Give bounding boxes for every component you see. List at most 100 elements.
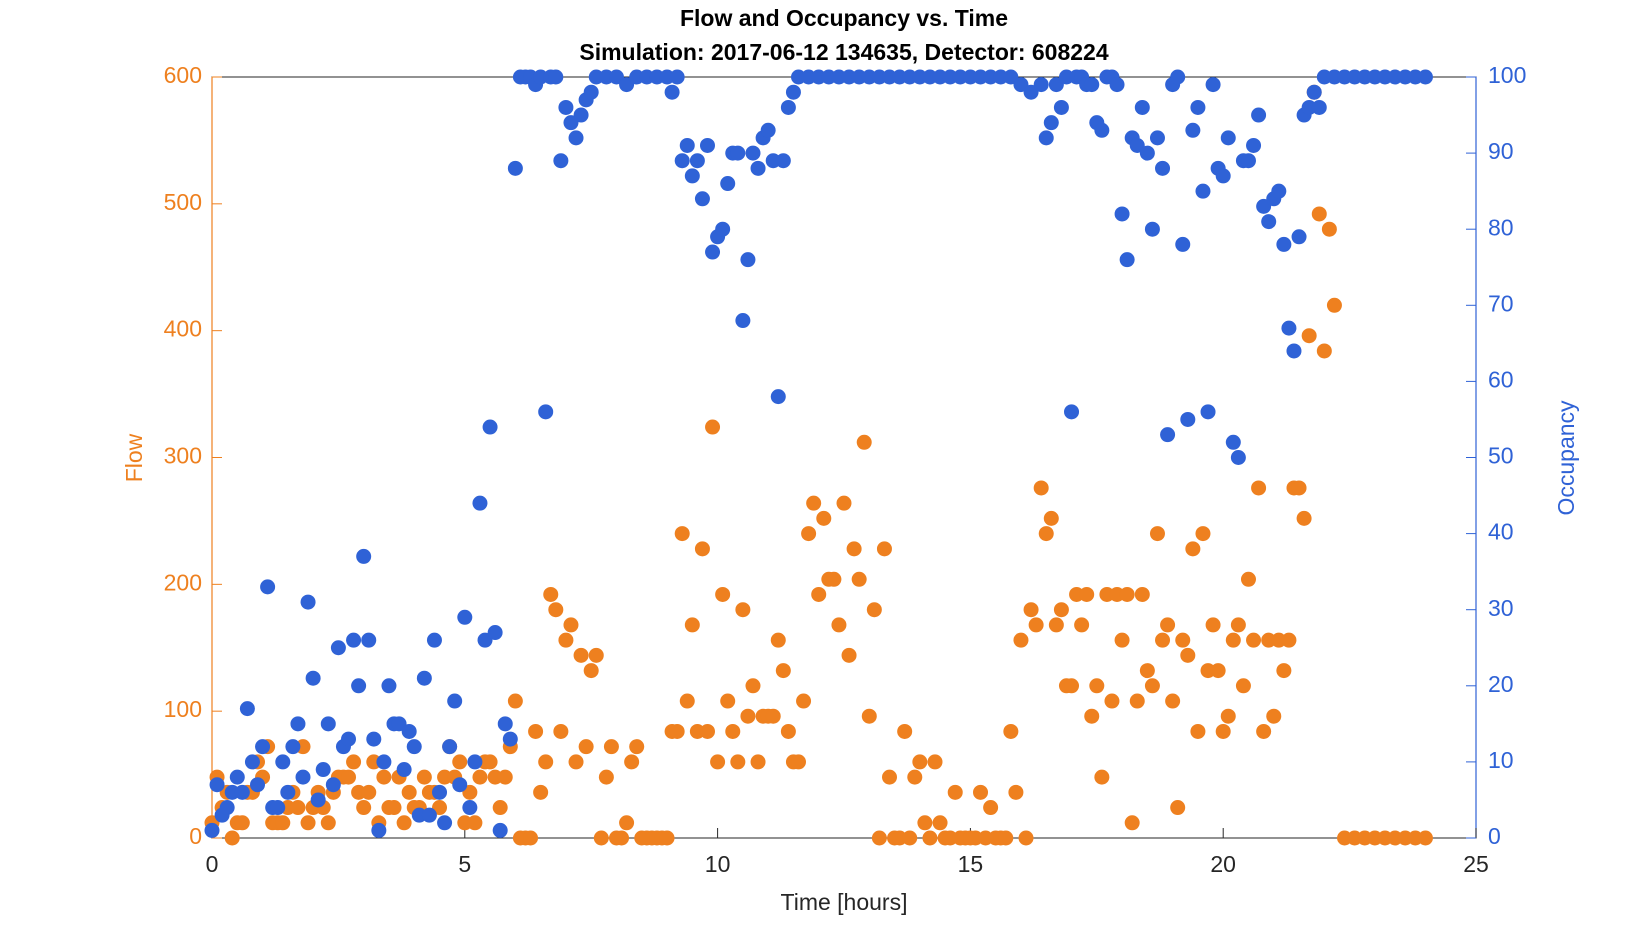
data-point [528, 723, 544, 739]
data-point [386, 800, 402, 816]
data-point [1175, 236, 1191, 252]
data-point [1038, 526, 1054, 542]
data-point [983, 800, 999, 816]
data-point [538, 754, 554, 770]
data-point [882, 769, 898, 785]
data-point [770, 632, 786, 648]
y2-tick-label: 50 [1488, 443, 1514, 469]
data-point [705, 419, 721, 435]
y2-axis-label: Occupancy [1553, 400, 1579, 516]
y-tick-label: 300 [164, 443, 202, 469]
data-point [285, 739, 301, 755]
data-point [679, 137, 695, 153]
data-point [785, 84, 801, 100]
data-point [244, 754, 260, 770]
data-point [209, 777, 225, 793]
data-point [1190, 99, 1206, 115]
data-point [730, 145, 746, 161]
data-point [1028, 617, 1044, 633]
data-point [750, 754, 766, 770]
data-point [452, 777, 468, 793]
x-tick-label: 20 [1210, 851, 1236, 877]
data-point [381, 678, 397, 694]
data-point [1043, 510, 1059, 526]
data-point [376, 769, 392, 785]
data-point [1291, 480, 1307, 496]
data-point [1185, 541, 1201, 557]
data-point [715, 586, 731, 602]
x-tick-label: 10 [705, 851, 731, 877]
data-point [1033, 480, 1049, 496]
data-point [1149, 526, 1165, 542]
data-point [902, 830, 918, 846]
data-point [1013, 632, 1029, 648]
data-point [295, 769, 311, 785]
data-point [341, 731, 357, 747]
data-point [669, 723, 685, 739]
data-point [300, 594, 316, 610]
data-point [523, 830, 539, 846]
data-point [421, 807, 437, 823]
data-point [659, 830, 675, 846]
data-point [1129, 693, 1145, 709]
data-point [275, 754, 291, 770]
data-point [1230, 450, 1246, 465]
data-point [492, 822, 508, 838]
data-point [406, 739, 422, 755]
data-point [548, 602, 564, 618]
data-point [694, 541, 710, 557]
data-point [300, 815, 316, 831]
data-point [705, 244, 721, 260]
data-point [917, 815, 933, 831]
data-point [573, 647, 589, 663]
data-point [1281, 632, 1297, 648]
data-point [614, 830, 630, 846]
data-point [710, 754, 726, 770]
data-point [1316, 343, 1332, 359]
data-point [1180, 647, 1196, 663]
data-point [947, 784, 963, 800]
data-point [366, 731, 382, 747]
data-point [1038, 130, 1054, 146]
x-tick-label: 0 [206, 851, 219, 877]
data-point [310, 792, 326, 808]
data-point [806, 495, 822, 511]
data-point [775, 663, 791, 679]
data-point [1139, 145, 1155, 161]
data-point [1240, 153, 1256, 169]
data-point [432, 784, 448, 800]
data-point [224, 830, 240, 846]
y-tick-label: 500 [164, 189, 202, 215]
data-point [447, 693, 463, 709]
data-point [497, 716, 513, 732]
data-point [442, 739, 458, 755]
data-point [735, 602, 751, 618]
data-point [351, 678, 367, 694]
data-point [437, 815, 453, 831]
data-point [1053, 99, 1069, 115]
x-tick-label: 15 [958, 851, 984, 877]
data-point [553, 723, 569, 739]
data-point [320, 716, 336, 732]
data-point [1215, 723, 1231, 739]
data-point [1144, 678, 1160, 694]
data-point [260, 579, 276, 595]
data-point [583, 84, 599, 100]
data-point [1170, 800, 1186, 816]
y-tick-label: 0 [189, 823, 202, 849]
data-point [452, 754, 468, 770]
data-point [740, 708, 756, 724]
data-point [624, 754, 640, 770]
chart-title: Flow and Occupancy vs. Time [680, 5, 1008, 31]
data-point [1210, 663, 1226, 679]
data-point [482, 419, 498, 435]
y2-tick-label: 40 [1488, 519, 1514, 545]
data-point [1276, 663, 1292, 679]
y-tick-label: 200 [164, 569, 202, 595]
data-point [346, 632, 362, 648]
data-point [1160, 427, 1176, 443]
data-point [462, 800, 478, 816]
data-point [593, 830, 609, 846]
data-point [811, 586, 827, 602]
data-point [1230, 617, 1246, 633]
